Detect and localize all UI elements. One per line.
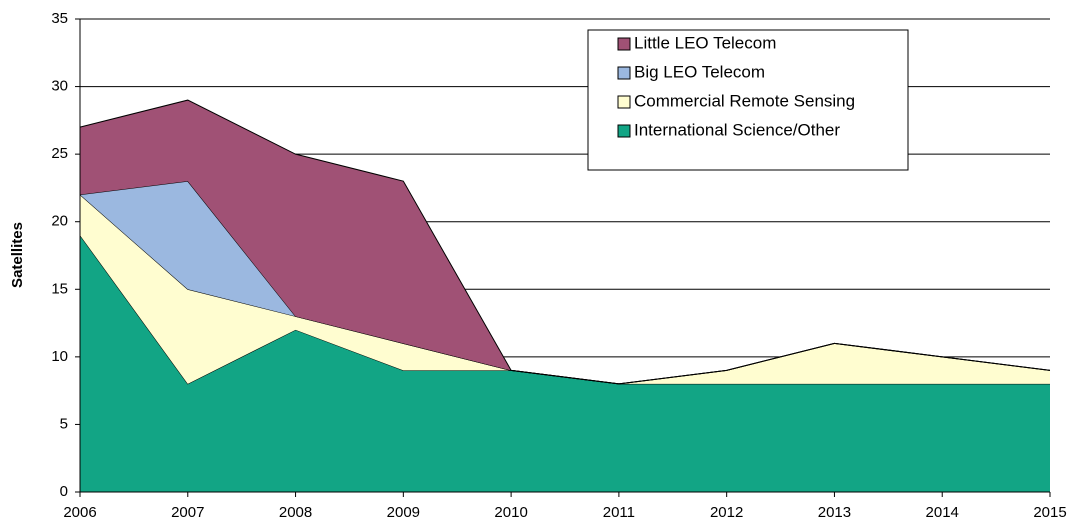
legend-label: Commercial Remote Sensing (634, 91, 855, 110)
legend-swatch (617, 95, 631, 109)
x-tick-label: 2014 (926, 504, 959, 521)
x-tick-label: 2006 (63, 504, 96, 521)
legend-swatch (617, 37, 631, 51)
y-tick-label: 25 (51, 145, 68, 162)
x-tick-label: 2008 (279, 504, 312, 521)
area (80, 100, 1050, 384)
legend-swatch (617, 124, 631, 138)
area (80, 181, 1050, 384)
legend-label: International Science/Other (634, 120, 840, 139)
x-tick-label: 2009 (387, 504, 420, 521)
x-tick-label: 2011 (603, 504, 635, 521)
area (80, 194, 1050, 384)
x-tick-label: 2010 (494, 504, 527, 521)
y-tick-label: 30 (51, 78, 68, 95)
x-tick-label: 2015 (1033, 504, 1066, 521)
y-tick-label: 20 (51, 213, 68, 230)
area (80, 235, 1050, 492)
y-tick-label: 10 (51, 348, 68, 365)
x-tick-label: 2012 (710, 504, 743, 521)
legend-swatch (617, 66, 631, 80)
legend-label: Little LEO Telecom (634, 33, 776, 52)
y-axis-label: Satellites (9, 222, 26, 288)
y-tick-label: 35 (51, 10, 68, 27)
legend-box (587, 29, 909, 171)
area-edge (79, 99, 1051, 385)
y-tick-label: 0 (60, 483, 68, 500)
y-tick-label: 5 (60, 415, 68, 432)
x-tick-label: 2007 (171, 504, 204, 521)
y-tick-label: 15 (51, 280, 68, 297)
legend-label: Big LEO Telecom (634, 62, 765, 81)
x-tick-label: 2013 (818, 504, 851, 521)
